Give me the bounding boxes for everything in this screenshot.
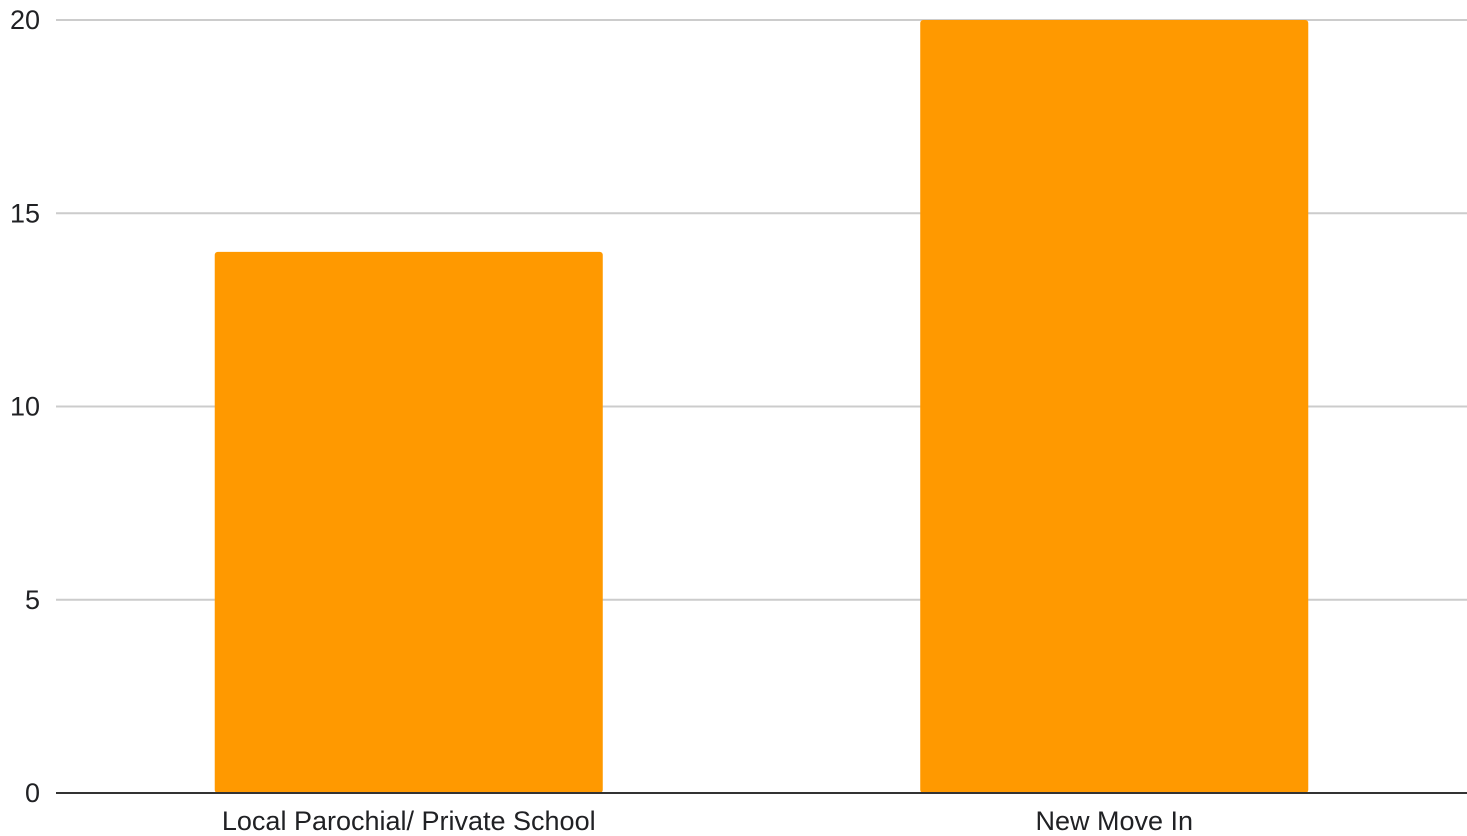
y-axis-tick-labels: 0 5 10 15 20	[10, 5, 40, 808]
bar	[920, 20, 1309, 793]
x-category-label: Local Parochial/ Private School	[222, 806, 596, 836]
bars	[214, 20, 1309, 793]
x-axis-category-labels: Local Parochial/ Private School New Move …	[222, 806, 1193, 836]
x-category-label: New Move In	[1035, 806, 1193, 836]
y-tick-label: 0	[25, 778, 40, 808]
y-tick-label: 5	[25, 585, 40, 615]
y-tick-label: 10	[10, 392, 40, 422]
y-tick-label: 15	[10, 198, 40, 228]
bar	[214, 251, 603, 793]
y-tick-label: 20	[10, 5, 40, 35]
